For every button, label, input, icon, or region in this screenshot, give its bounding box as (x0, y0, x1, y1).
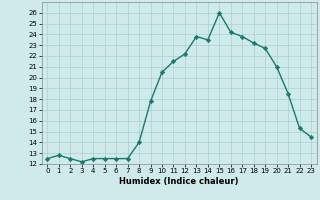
X-axis label: Humidex (Indice chaleur): Humidex (Indice chaleur) (119, 177, 239, 186)
